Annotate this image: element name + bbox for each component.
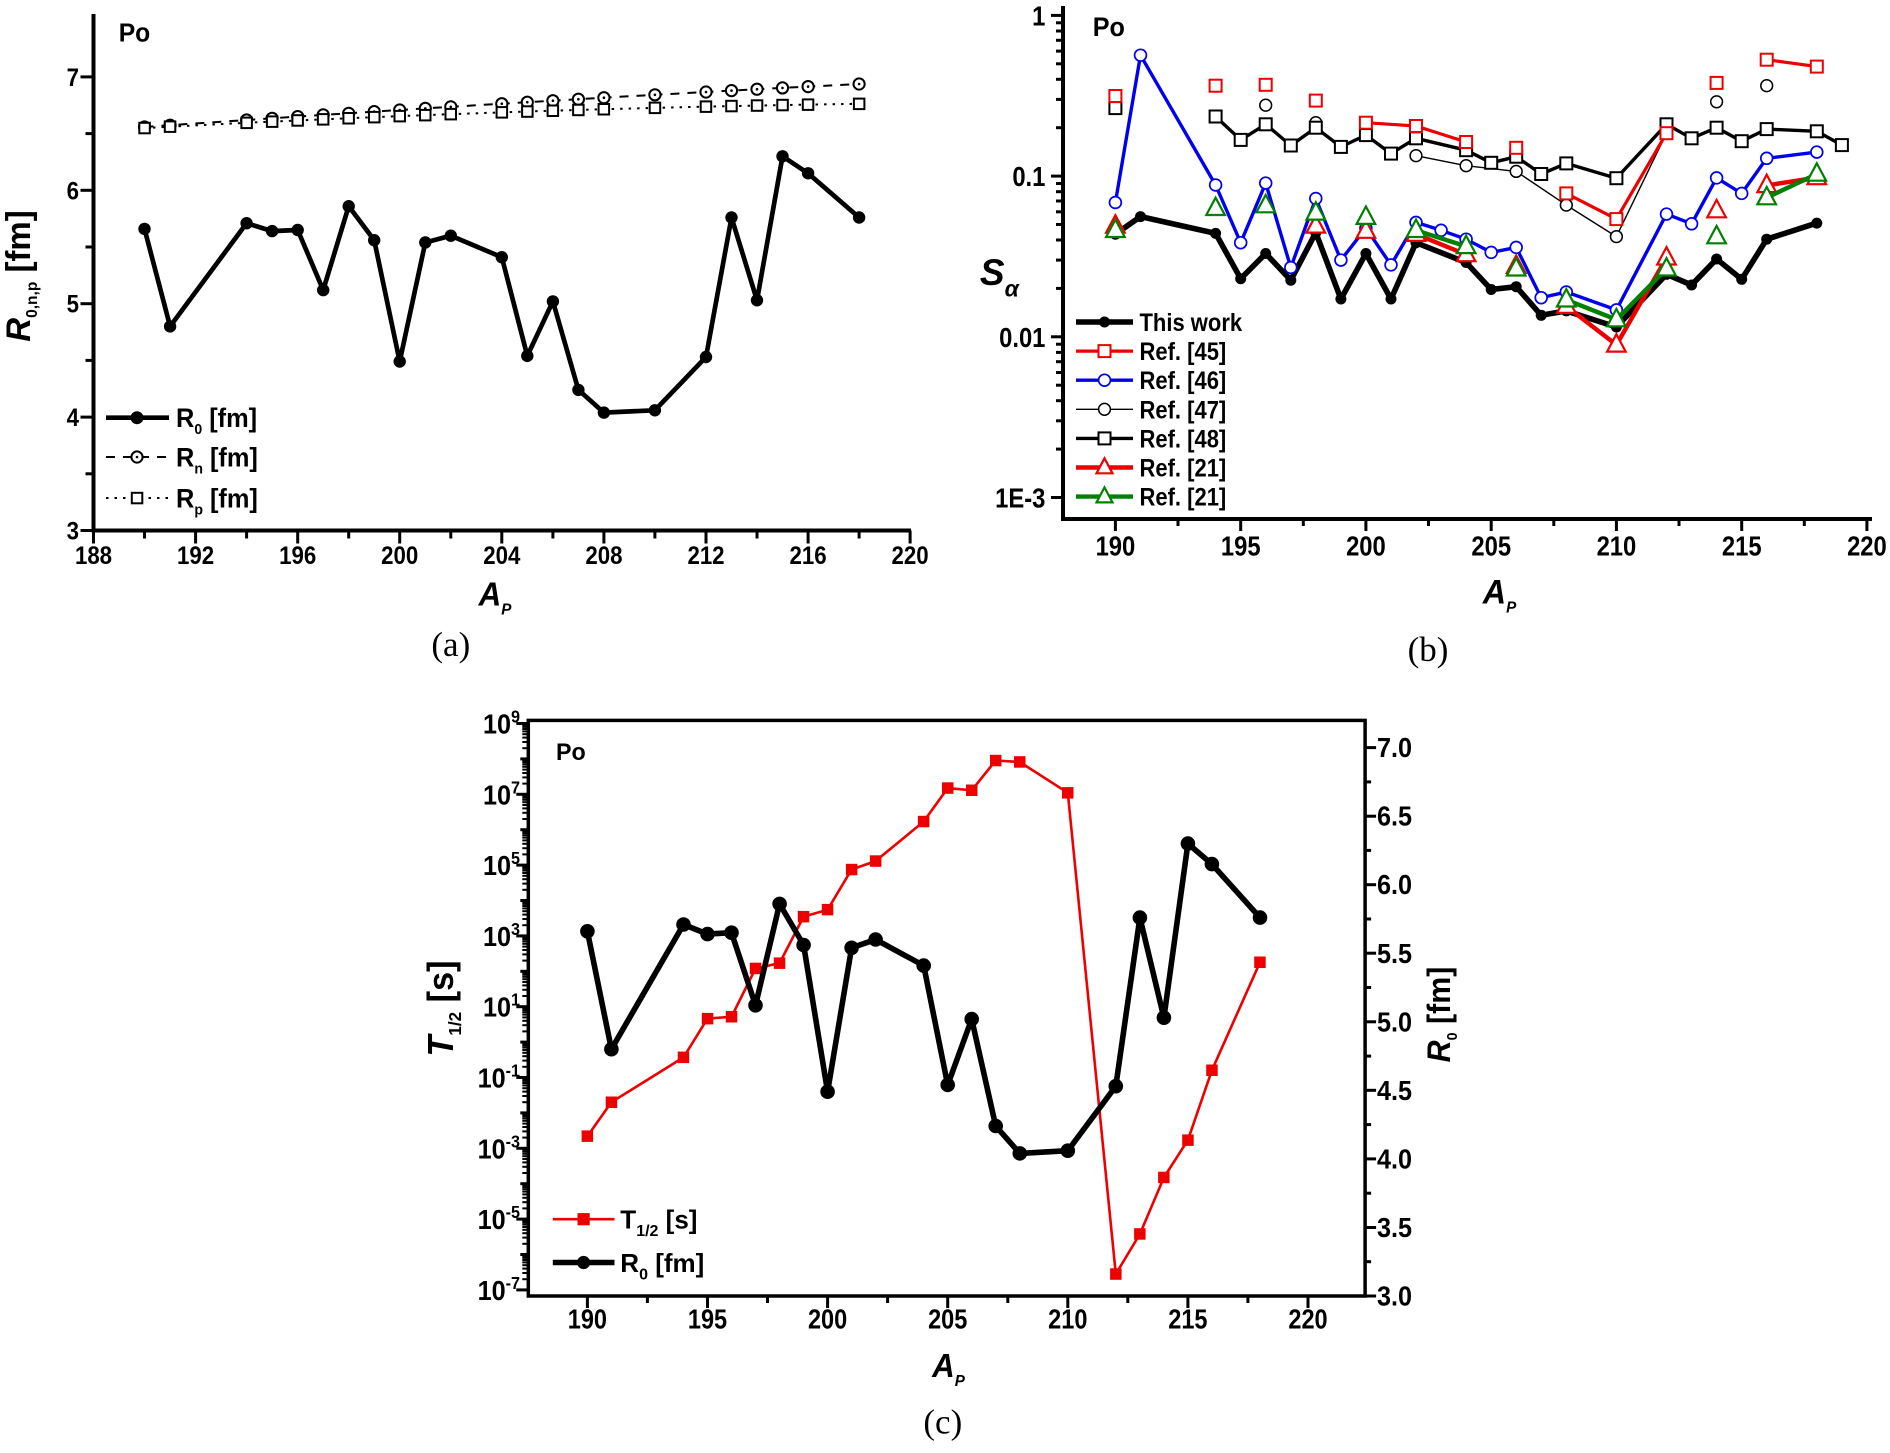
svg-text:1E-3: 1E-3 <box>995 482 1045 514</box>
svg-text:195: 195 <box>688 1305 727 1335</box>
svg-text:200: 200 <box>808 1305 847 1335</box>
svg-text:200: 200 <box>1346 530 1386 562</box>
svg-text:Sα: Sα <box>980 252 1021 302</box>
svg-text:109: 109 <box>483 707 520 740</box>
svg-text:5.5: 5.5 <box>1377 938 1412 970</box>
svg-text:Rn [fm]: Rn [fm] <box>176 442 258 478</box>
svg-text:Ref. [46]: Ref. [46] <box>1140 367 1227 395</box>
svg-text:107: 107 <box>483 778 520 811</box>
svg-text:(c): (c) <box>923 1403 962 1442</box>
svg-text:4.5: 4.5 <box>1377 1075 1412 1107</box>
svg-text:190: 190 <box>1096 530 1136 562</box>
svg-text:R0,n,p [fm]: R0,n,p [fm] <box>1 210 41 341</box>
svg-text:215: 215 <box>1722 530 1762 562</box>
svg-text:204: 204 <box>483 543 521 570</box>
svg-text:R0 [fm]: R0 [fm] <box>620 1248 704 1284</box>
svg-text:Rp [fm]: Rp [fm] <box>176 483 258 519</box>
svg-text:1: 1 <box>1032 0 1045 32</box>
svg-text:210: 210 <box>1048 1305 1087 1335</box>
svg-text:3: 3 <box>67 518 79 545</box>
svg-text:T1/2 [s]: T1/2 [s] <box>620 1205 697 1241</box>
svg-text:6.0: 6.0 <box>1377 869 1412 901</box>
svg-text:(b): (b) <box>1408 630 1449 669</box>
svg-text:7.0: 7.0 <box>1377 732 1412 764</box>
svg-text:AP: AP <box>478 576 512 619</box>
svg-text:Po: Po <box>556 738 586 766</box>
svg-text:188: 188 <box>75 543 112 570</box>
svg-text:7: 7 <box>67 65 79 92</box>
svg-text:220: 220 <box>1847 530 1887 562</box>
svg-text:5: 5 <box>67 292 79 319</box>
svg-text:4.0: 4.0 <box>1377 1143 1412 1175</box>
svg-text:Po: Po <box>119 19 151 48</box>
svg-text:Ref. [47]: Ref. [47] <box>1140 396 1227 424</box>
svg-text:(a): (a) <box>431 625 470 664</box>
svg-text:R0 [fm]: R0 [fm] <box>1421 967 1461 1063</box>
svg-text:Ref. [48]: Ref. [48] <box>1140 425 1227 453</box>
svg-text:R0 [fm]: R0 [fm] <box>176 402 257 438</box>
svg-text:Ref. [21]: Ref. [21] <box>1140 483 1227 511</box>
svg-text:208: 208 <box>585 543 622 570</box>
svg-text:200: 200 <box>381 543 418 570</box>
svg-text:4: 4 <box>67 405 80 432</box>
svg-text:215: 215 <box>1168 1305 1207 1335</box>
svg-text:AP: AP <box>1482 574 1517 617</box>
svg-text:6: 6 <box>67 178 79 205</box>
svg-text:3.5: 3.5 <box>1377 1212 1412 1244</box>
svg-text:3.0: 3.0 <box>1377 1280 1412 1312</box>
svg-text:205: 205 <box>1471 530 1511 562</box>
svg-text:This work: This work <box>1140 309 1243 337</box>
svg-text:AP: AP <box>931 1347 965 1390</box>
svg-text:205: 205 <box>928 1305 967 1335</box>
svg-text:Ref. [45]: Ref. [45] <box>1140 338 1227 366</box>
svg-text:190: 190 <box>568 1305 607 1335</box>
svg-text:220: 220 <box>1288 1305 1327 1335</box>
svg-text:6.5: 6.5 <box>1377 800 1412 832</box>
svg-text:0.1: 0.1 <box>1012 160 1045 192</box>
svg-text:212: 212 <box>687 543 724 570</box>
svg-text:Ref. [21]: Ref. [21] <box>1140 454 1227 482</box>
svg-text:210: 210 <box>1597 530 1637 562</box>
svg-text:T1/2 [s]: T1/2 [s] <box>421 961 465 1057</box>
svg-text:220: 220 <box>892 543 929 570</box>
svg-text:103: 103 <box>483 919 520 952</box>
svg-text:195: 195 <box>1221 530 1261 562</box>
svg-text:216: 216 <box>790 543 827 570</box>
svg-text:0.01: 0.01 <box>999 321 1045 353</box>
svg-text:192: 192 <box>177 543 214 570</box>
svg-text:5.0: 5.0 <box>1377 1006 1412 1038</box>
svg-text:Po: Po <box>1093 13 1125 42</box>
svg-text:196: 196 <box>279 543 316 570</box>
